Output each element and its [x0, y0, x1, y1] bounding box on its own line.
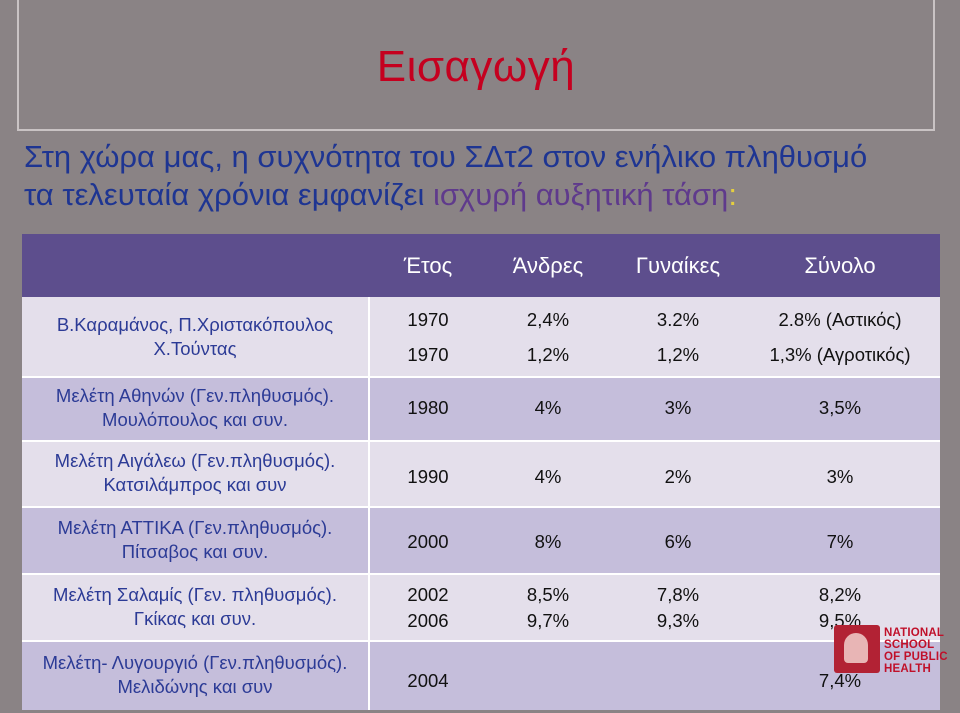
total-cell: 7,4%	[818, 670, 862, 691]
year-cell: 2000	[407, 531, 449, 552]
header-year: Έτος	[403, 253, 453, 278]
women-cell: 7,8%	[656, 584, 700, 605]
men-cell: 2,4%	[526, 309, 570, 330]
table-row: Β.Καραμάνος, Π.Χριστακόπουλος Χ.Τούντας …	[22, 297, 940, 376]
row-divider	[22, 506, 940, 508]
source-line: Μελέτη Αιγάλεω (Γεν.πληθυσμός).	[54, 450, 336, 471]
logo-emblem-icon	[834, 625, 880, 673]
men-cell: 9,7%	[526, 610, 570, 631]
table-row: Μελέτη- Λυγουργιό (Γεν.πληθυσμός). Μελιδ…	[22, 640, 940, 710]
source-cell: Μελέτη Σαλαμίς (Γεν. πληθυσμός). Γκίκας …	[22, 573, 370, 640]
year-cell: 2006	[407, 610, 449, 631]
source-line: Μελέτη Σαλαμίς (Γεν. πληθυσμός).	[53, 583, 337, 605]
total-cell: 1,3% (Αγροτικός)	[769, 344, 911, 365]
women-cell: 1,2%	[656, 344, 700, 365]
logo-text: SCHOOL	[884, 639, 935, 651]
source-line: Γκίκας και συν.	[133, 607, 257, 629]
source-line: Μουλόπουλος και συν.	[102, 409, 288, 430]
women-cell: 3.2%	[656, 309, 700, 330]
subtitle-highlight: ισχυρή αυξητική τάση	[432, 177, 729, 212]
logo-text: HEALTH	[884, 663, 931, 675]
total-cell: 7%	[826, 531, 854, 552]
school-logo: NATIONAL SCHOOL OF PUBLIC HEALTH	[834, 623, 950, 675]
men-cell: 1,2%	[526, 344, 570, 365]
row-divider	[22, 640, 940, 642]
source-cell: Μελέτη- Λυγουργιό (Γεν.πληθυσμός). Μελιδ…	[22, 640, 370, 710]
year-cell: 1990	[407, 466, 449, 487]
subtitle-line-2-start: τα τελευταία χρόνια εμφανίζει	[24, 177, 433, 212]
year-cell: 1980	[407, 397, 449, 418]
men-cell: 8%	[534, 531, 562, 552]
men-cell: 4%	[534, 466, 562, 487]
subtitle-line-1: Στη χώρα μας, η συχνότητα του ΣΔτ2 στον …	[24, 139, 868, 174]
row-divider	[22, 376, 940, 378]
women-cell: 3%	[664, 397, 692, 418]
source-line: Πίτσαβος και συν.	[121, 540, 269, 562]
source-line: Β.Καραμάνος, Π.Χριστακόπουλος	[56, 313, 334, 335]
title-box: Εισαγωγή	[17, 0, 935, 131]
row-divider	[22, 440, 940, 442]
men-cell: 4%	[534, 397, 562, 418]
subtitle-line-2: τα τελευταία χρόνια εμφανίζει ισχυρή αυξ…	[24, 176, 944, 214]
source-cell: Μελέτη Αθηνών (Γεν.πληθυσμός). Μουλόπουλ…	[22, 376, 370, 440]
source-cell: Β.Καραμάνος, Π.Χριστακόπουλος Χ.Τούντας	[22, 297, 370, 376]
header-women: Γυναίκες	[635, 253, 721, 278]
women-cell: 6%	[664, 531, 692, 552]
source-cell: Μελέτη Αιγάλεω (Γεν.πληθυσμός). Κατσιλάμ…	[22, 440, 370, 506]
subtitle-colon: :	[728, 177, 737, 212]
source-cell: Μελέτη ΑΤΤΙΚΑ (Γεν.πληθυσμός). Πίτσαβος …	[22, 506, 370, 573]
men-cell: 8,5%	[526, 584, 570, 605]
year-cell: 2004	[407, 670, 449, 691]
total-cell: 3,5%	[818, 397, 862, 418]
header-men: Άνδρες	[512, 253, 584, 278]
logo-text: OF PUBLIC	[884, 651, 948, 663]
source-line: Μελέτη ΑΤΤΙΚΑ (Γεν.πληθυσμός).	[57, 516, 333, 538]
source-line: Κατσιλάμπρος και συν	[103, 474, 287, 495]
year-cell: 1970	[407, 309, 449, 330]
year-cell: 1970	[407, 344, 449, 365]
table-header-row: Έτος Άνδρες Γυναίκες Σύνολο	[22, 234, 940, 297]
total-cell: 8,2%	[818, 584, 862, 605]
total-cell: 2.8% (Αστικός)	[778, 309, 902, 330]
table-row: Μελέτη ΑΤΤΙΚΑ (Γεν.πληθυσμός). Πίτσαβος …	[22, 506, 940, 573]
source-line: Μελέτη Αθηνών (Γεν.πληθυσμός).	[55, 385, 335, 406]
header-total: Σύνολο	[804, 253, 876, 278]
prevalence-table: Έτος Άνδρες Γυναίκες Σύνολο Β.Καραμάνος,…	[22, 234, 940, 710]
table-row: Μελέτη Αθηνών (Γεν.πληθυσμός). Μουλόπουλ…	[22, 376, 940, 440]
slide-subtitle: Στη χώρα μας, η συχνότητα του ΣΔτ2 στον …	[24, 138, 944, 214]
women-cell: 2%	[664, 466, 692, 487]
source-line: Χ.Τούντας	[153, 337, 237, 359]
row-divider	[22, 573, 940, 575]
table-row: Μελέτη Σαλαμίς (Γεν. πληθυσμός). Γκίκας …	[22, 573, 940, 640]
table-row: Μελέτη Αιγάλεω (Γεν.πληθυσμός). Κατσιλάμ…	[22, 440, 940, 506]
source-line: Μελέτη- Λυγουργιό (Γεν.πληθυσμός).	[42, 652, 348, 673]
total-cell: 3%	[826, 466, 854, 487]
source-line: Μελιδώνης και συν	[117, 676, 273, 697]
logo-text: NATIONAL	[884, 627, 945, 639]
women-cell: 9,3%	[656, 610, 700, 631]
slide-title: Εισαγωγή	[376, 42, 576, 91]
year-cell: 2002	[407, 584, 449, 605]
